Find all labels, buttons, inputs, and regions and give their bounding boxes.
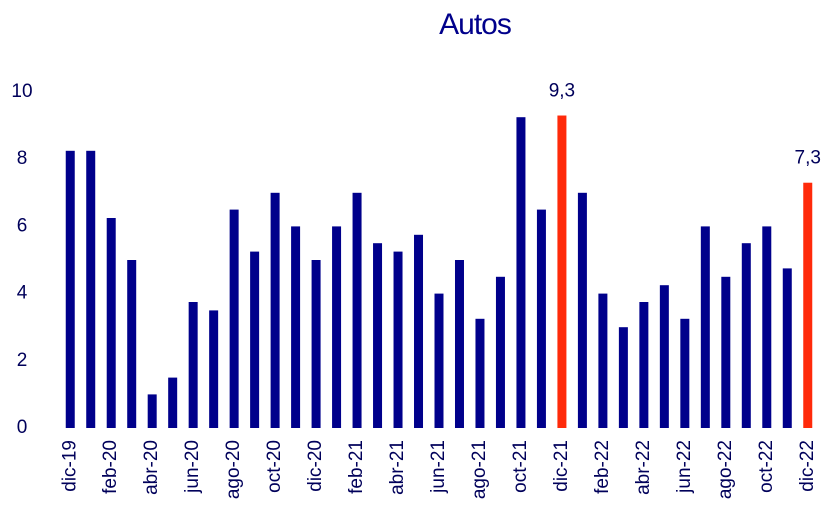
bar: [639, 302, 649, 428]
bar: [229, 209, 239, 428]
bar: [188, 302, 198, 428]
bar: [598, 293, 608, 428]
bar: [700, 226, 710, 428]
x-tick-label: feb-21: [346, 440, 367, 494]
bar: [516, 117, 526, 428]
x-tick-label: ago-22: [715, 440, 736, 499]
bar: [680, 318, 690, 428]
y-tick-label: 0: [17, 417, 28, 438]
y-tick-label: 4: [17, 283, 28, 304]
x-tick-label: jun-20: [182, 440, 203, 494]
bar: [434, 293, 444, 428]
bar: [86, 150, 96, 429]
x-tick-label: abr-22: [633, 440, 654, 495]
bar: [311, 260, 321, 428]
x-tick-label: oct-21: [510, 440, 531, 493]
bar: [495, 276, 505, 428]
x-tick-label: jun-22: [674, 440, 695, 494]
bar: [352, 192, 362, 428]
bar: [536, 209, 546, 428]
bar: [127, 260, 137, 428]
bar: [762, 226, 772, 428]
bar: [332, 226, 342, 428]
bar: [475, 318, 485, 428]
x-tick-label: feb-20: [100, 440, 121, 494]
bar: [414, 234, 424, 428]
bar: [454, 260, 464, 428]
x-tick-label: feb-22: [592, 440, 613, 494]
bar: [393, 251, 403, 428]
x-tick-label: jun-21: [428, 440, 449, 494]
x-tick-label: ago-21: [469, 440, 490, 499]
value-label: 9,3: [549, 81, 575, 102]
bar: [65, 150, 75, 429]
x-tick-label: dic-20: [305, 440, 326, 492]
x-tick-label: dic-22: [797, 440, 818, 492]
chart-title: Autos: [439, 8, 511, 41]
bar: [618, 327, 628, 428]
y-tick-label: 6: [17, 215, 28, 236]
value-label: 7,3: [795, 148, 821, 169]
x-tick-label: abr-21: [387, 440, 408, 495]
y-tick-label: 2: [17, 350, 28, 371]
bar: [270, 192, 280, 428]
x-tick-label: dic-21: [551, 440, 572, 492]
y-tick-label: 8: [17, 148, 28, 169]
bar: [209, 310, 219, 428]
bar: [168, 377, 178, 428]
bar: [782, 268, 792, 428]
bar: [741, 243, 751, 428]
y-tick-label: 10: [11, 81, 32, 102]
x-tick-label: oct-22: [756, 440, 777, 493]
bar: [659, 285, 669, 428]
bar: [577, 192, 587, 428]
bar: [721, 276, 731, 428]
bar: [803, 182, 813, 428]
bar: [250, 251, 260, 428]
bar: [106, 218, 116, 428]
bar: [557, 115, 567, 429]
x-tick-label: oct-20: [264, 440, 285, 493]
x-tick-label: ago-20: [223, 440, 244, 499]
bar: [291, 226, 301, 428]
bar: [147, 394, 157, 428]
x-tick-label: abr-20: [141, 440, 162, 495]
bar: [373, 243, 383, 428]
x-tick-label: dic-19: [59, 440, 80, 492]
